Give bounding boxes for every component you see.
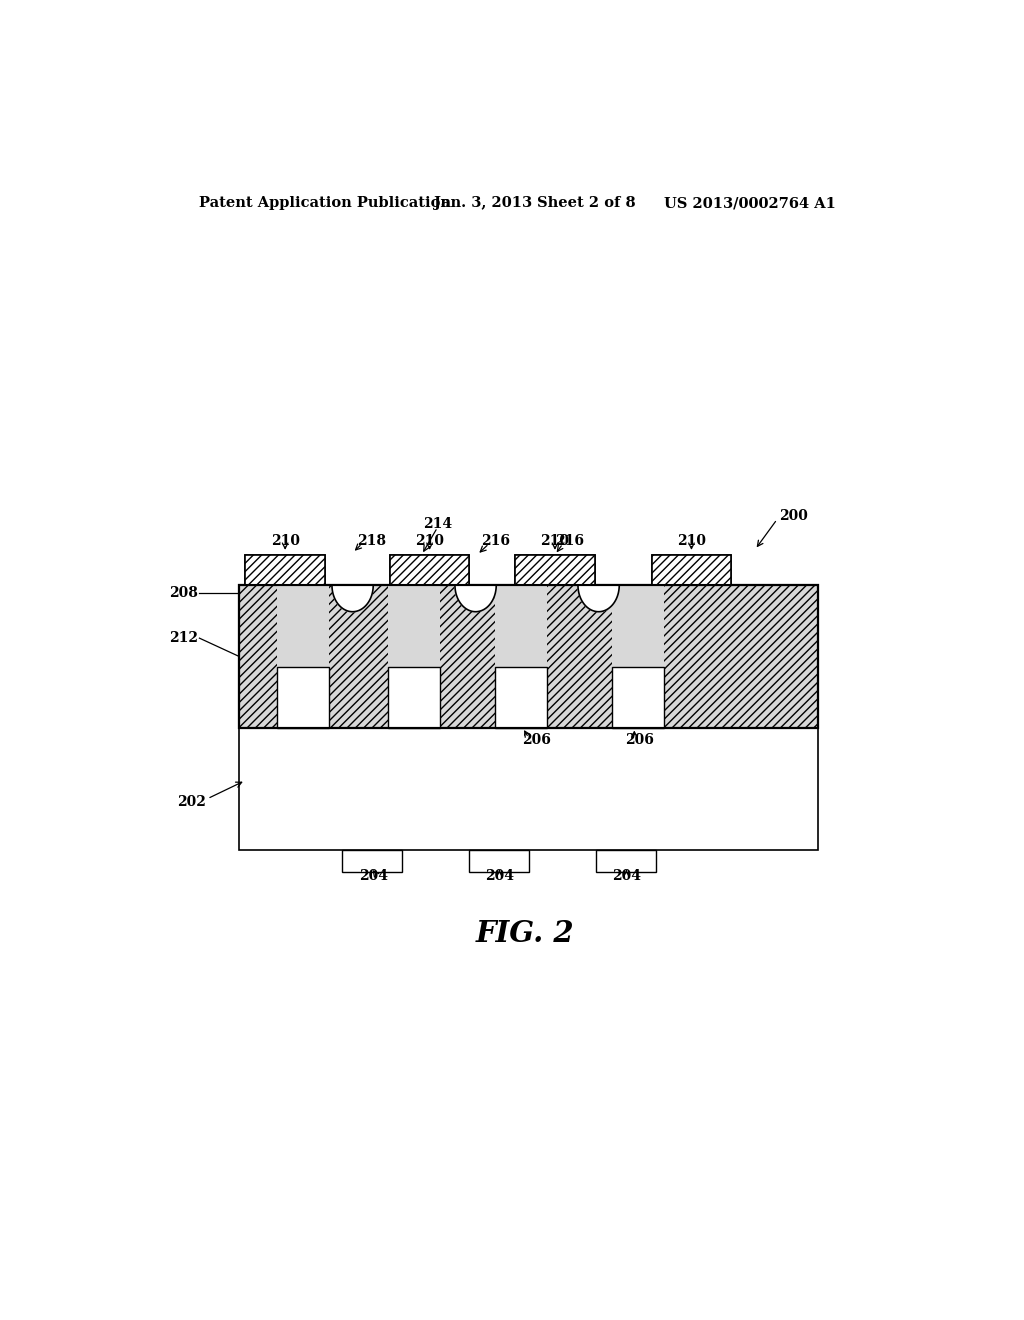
Text: 204: 204	[359, 869, 388, 883]
Bar	[246, 554, 325, 585]
Text: 200: 200	[778, 510, 808, 523]
Text: 218: 218	[357, 533, 386, 548]
Text: 208: 208	[169, 586, 198, 601]
Bar	[240, 585, 818, 727]
Bar	[652, 554, 731, 585]
Bar	[278, 667, 329, 727]
Bar	[515, 554, 595, 585]
Text: 206: 206	[522, 733, 551, 747]
Bar	[240, 585, 818, 727]
Text: 210: 210	[541, 533, 569, 548]
Text: 204: 204	[485, 869, 514, 883]
Bar	[596, 850, 655, 873]
Bar	[469, 850, 528, 873]
Text: FIG. 2: FIG. 2	[475, 920, 574, 948]
Bar	[240, 727, 818, 850]
Bar	[612, 585, 664, 667]
Bar	[515, 554, 595, 585]
Bar	[390, 554, 469, 585]
Polygon shape	[332, 585, 373, 611]
Text: 210: 210	[677, 533, 706, 548]
Bar	[388, 585, 440, 667]
Bar	[240, 585, 818, 727]
Text: 214: 214	[423, 517, 452, 532]
Polygon shape	[578, 585, 620, 611]
Text: 212: 212	[169, 631, 198, 645]
Text: 210: 210	[415, 533, 444, 548]
Bar	[390, 554, 469, 585]
Text: 210: 210	[270, 533, 300, 548]
Text: 206: 206	[626, 733, 654, 747]
Text: Sheet 2 of 8: Sheet 2 of 8	[537, 197, 635, 210]
Bar	[612, 667, 664, 727]
Bar	[388, 667, 440, 727]
Text: 202: 202	[177, 795, 206, 809]
Text: 216: 216	[481, 533, 510, 548]
Text: US 2013/0002764 A1: US 2013/0002764 A1	[664, 197, 836, 210]
Bar	[652, 554, 731, 585]
Text: Patent Application Publication: Patent Application Publication	[200, 197, 452, 210]
Bar	[342, 850, 401, 873]
Polygon shape	[455, 585, 497, 611]
Bar	[496, 667, 547, 727]
Bar	[246, 554, 325, 585]
Bar	[496, 585, 547, 667]
Text: 204: 204	[612, 869, 641, 883]
Text: Jan. 3, 2013: Jan. 3, 2013	[433, 197, 531, 210]
Text: 216: 216	[556, 533, 585, 548]
Bar	[278, 585, 329, 667]
